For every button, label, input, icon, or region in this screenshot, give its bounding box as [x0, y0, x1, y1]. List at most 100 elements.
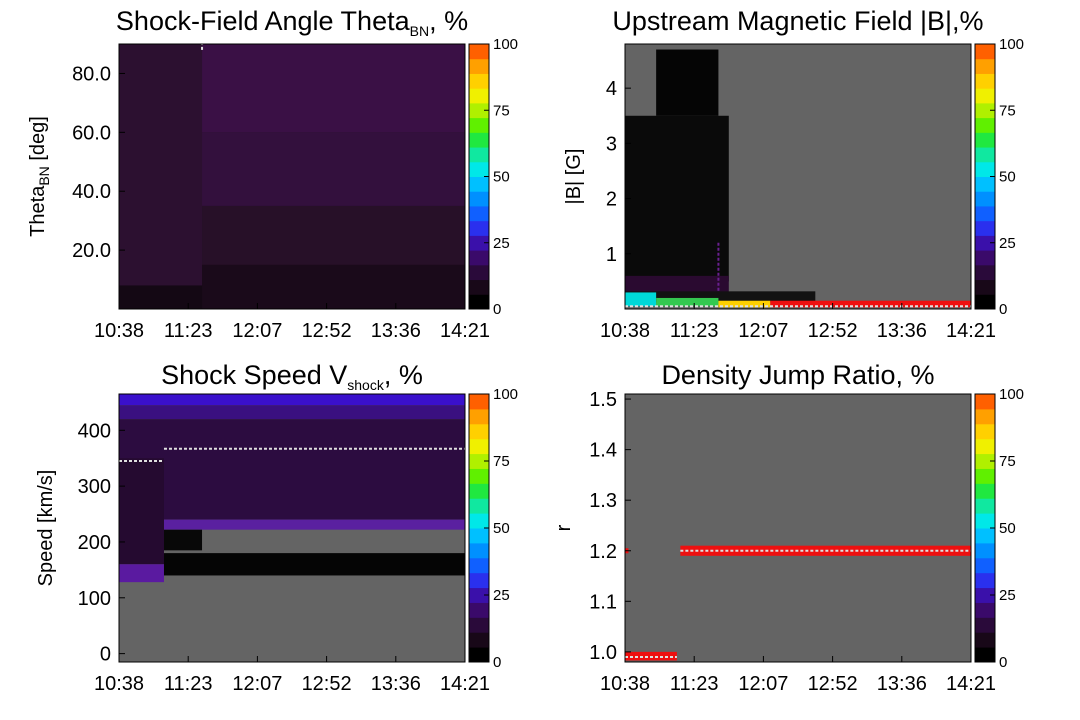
density-colorbar-tick-label-4: 100 — [999, 386, 1024, 403]
density-x-tick-label-4: 13:36 — [877, 673, 927, 695]
bfield-colorbar-segment-0 — [975, 294, 995, 310]
speed-x-tick-label-1: 11:23 — [164, 673, 213, 695]
theta-colorbar-segment-8 — [469, 176, 489, 192]
theta-colorbar-tick-label-3: 75 — [493, 102, 510, 119]
bfield-x-tick-label-0: 10:38 — [600, 320, 650, 342]
speed-colorbar-segment-9 — [469, 513, 489, 529]
bfield-colorbar-segment-16 — [975, 58, 995, 74]
bfield-x-tick-label-4: 13:36 — [877, 320, 927, 342]
density-y-tick-label-5: 1.5 — [589, 389, 617, 411]
density-colorbar-segment-10 — [975, 498, 995, 514]
density-y-tick-label-0: 1.0 — [589, 642, 617, 664]
bfield-colorbar-segment-5 — [975, 220, 995, 236]
bfield-colorbar-segment-12 — [975, 117, 995, 133]
speed-colorbar-tick-label-3: 75 — [493, 453, 510, 470]
speed-colorbar-segment-4 — [469, 587, 489, 603]
theta-colorbar-segment-9 — [469, 161, 489, 177]
theta-colorbar-tick-label-2: 50 — [493, 169, 510, 186]
density-colorbar-segment-15 — [975, 423, 995, 440]
speed-y-axis-label: Speed [km/s] — [35, 470, 57, 587]
speed-y-tick-label-4: 400 — [78, 420, 111, 442]
theta-colorbar-tick-label-0: 0 — [493, 301, 501, 318]
speed-colorbar-segment-15 — [469, 423, 489, 440]
theta-colorbar-tick-label-1: 25 — [493, 235, 510, 252]
bfield-heatmap-cell-3 — [625, 291, 816, 303]
density-y-tick-label-1: 1.1 — [589, 591, 617, 613]
bfield-colorbar-segment-3 — [975, 250, 995, 266]
speed-heatmap-cell-2 — [119, 419, 465, 520]
theta-heatmap-cell-2 — [202, 132, 466, 206]
theta-colorbar-segment-3 — [469, 250, 489, 266]
theta-colorbar-segment-13 — [469, 102, 489, 119]
speed-colorbar-segment-1 — [469, 632, 489, 648]
bfield-x-tick-label-1: 11:23 — [670, 320, 719, 342]
theta-x-tick-label-0: 10:38 — [94, 320, 144, 342]
bfield-colorbar: 0 25 50 75 100 — [974, 36, 1024, 318]
theta-y-tick-label-2: 60.0 — [72, 122, 111, 144]
theta-x-tick-label-1: 11:23 — [164, 320, 213, 342]
theta-heatmap-cell-0 — [119, 44, 203, 309]
density-y-tick-label-4: 1.4 — [589, 440, 617, 462]
panel-density: 10:38 11:23 12:07 12:52 13:36 14:21 1.0 1.1 1.2 1… — [553, 360, 1024, 695]
theta-plot-frame — [118, 43, 466, 310]
bfield-y-tick-label-3: 4 — [606, 78, 617, 100]
density-colorbar-segment-16 — [975, 408, 995, 425]
bfield-colorbar-segment-7 — [975, 191, 995, 207]
bfield-colorbar-segment-17 — [975, 44, 995, 60]
density-colorbar-segment-14 — [975, 438, 995, 455]
density-y-axis-label: r — [553, 524, 575, 531]
speed-x-tick-label-4: 13:36 — [371, 673, 421, 695]
theta-heatmap-cell-1 — [202, 44, 466, 133]
bfield-colorbar-segment-9 — [975, 161, 995, 177]
bfield-y-tick-label-2: 3 — [606, 133, 617, 155]
theta-colorbar-segment-10 — [469, 147, 489, 163]
density-colorbar-segment-8 — [975, 528, 995, 544]
density-colorbar-segment-5 — [975, 572, 995, 589]
theta-colorbar-segment-17 — [469, 44, 489, 60]
speed-colorbar-tick-label-1: 25 — [493, 587, 510, 604]
density-colorbar-segment-12 — [975, 468, 995, 484]
density-x-tick-label-1: 11:23 — [670, 673, 719, 695]
speed-colorbar-segment-13 — [469, 453, 489, 469]
speed-colorbar-segment-11 — [469, 483, 489, 499]
bfield-heatmap-cell-7 — [770, 300, 971, 308]
bfield-y-axis-label: |B| [G] — [563, 149, 585, 205]
bfield-colorbar-segment-10 — [975, 147, 995, 163]
theta-colorbar-segment-7 — [469, 191, 489, 207]
speed-colorbar-tick-label-2: 50 — [493, 520, 510, 537]
density-x-tick-label-0: 10:38 — [600, 673, 650, 695]
density-colorbar-tick-label-0: 0 — [999, 654, 1007, 671]
theta-heatmap-cell-3 — [202, 205, 466, 265]
density-x-tick-label-3: 12:52 — [808, 673, 858, 695]
speed-heatmap-cell-1 — [119, 405, 465, 420]
density-colorbar-segment-13 — [975, 453, 995, 469]
theta-y-tick-label-3: 80.0 — [72, 63, 111, 85]
bfield-heatmap-cell-4 — [625, 292, 657, 307]
theta-x-tick-label-4: 13:36 — [371, 320, 421, 342]
speed-colorbar-segment-0 — [469, 647, 489, 663]
density-colorbar-segment-11 — [975, 483, 995, 499]
bfield-colorbar-tick-label-3: 75 — [999, 102, 1016, 119]
bfield-x-tick-label-3: 12:52 — [808, 320, 858, 342]
density-colorbar-segment-9 — [975, 513, 995, 529]
speed-y-tick-label-0: 0 — [100, 644, 111, 666]
theta-colorbar-segment-2 — [469, 264, 489, 281]
density-colorbar-tick-label-2: 50 — [999, 520, 1016, 537]
speed-colorbar: 0 25 50 75 100 — [468, 386, 518, 671]
panel-theta: 10:38 11:23 12:07 12:52 13:36 14:21 20.0 40.0 60… — [27, 6, 518, 342]
bfield-colorbar-segment-15 — [975, 73, 995, 89]
theta-y-tick-label-0: 20.0 — [72, 240, 111, 262]
speed-x-tick-label-5: 14:21 — [440, 673, 490, 695]
density-colorbar-segment-0 — [975, 647, 995, 663]
density-colorbar-segment-6 — [975, 557, 995, 574]
theta-y-axis-label: ThetaBN [deg] — [27, 116, 52, 237]
theta-x-tick-label-3: 12:52 — [302, 320, 352, 342]
density-colorbar: 0 25 50 75 100 — [974, 386, 1024, 671]
speed-colorbar-segment-8 — [469, 528, 489, 544]
panel-speed: 10:38 11:23 12:07 12:52 13:36 14:210100200300… — [35, 360, 518, 695]
bfield-colorbar-segment-1 — [975, 279, 995, 295]
bfield-colorbar-tick-label-4: 100 — [999, 36, 1024, 53]
bfield-colorbar-segment-2 — [975, 264, 995, 281]
bfield-colorbar-tick-label-1: 25 — [999, 235, 1016, 252]
